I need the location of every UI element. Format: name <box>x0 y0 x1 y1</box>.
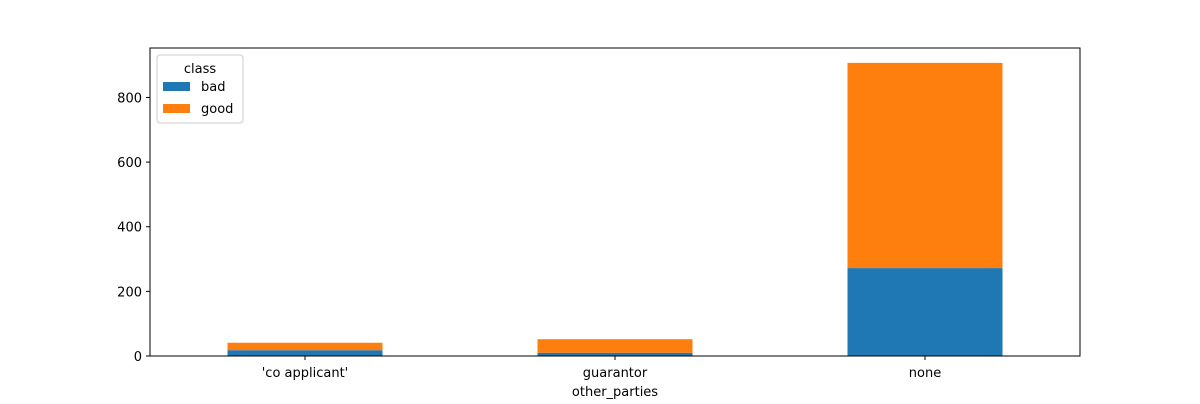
legend-swatch-good <box>163 104 190 113</box>
bar-bad-2 <box>847 268 1003 356</box>
x-axis: 'co applicant' guarantor none <box>262 356 941 381</box>
bar-good-1 <box>537 339 693 353</box>
legend-label-good: good <box>201 102 233 117</box>
y-tick-label-3: 600 <box>117 156 142 171</box>
legend-label-bad: bad <box>201 80 225 95</box>
y-tick-label-2: 400 <box>117 221 142 236</box>
bar-good-0 <box>227 342 383 351</box>
bar-bad-0 <box>227 350 383 356</box>
bar-good-2 <box>847 62 1003 269</box>
x-tick-label-1: guarantor <box>583 366 648 381</box>
bars-group <box>227 62 1003 356</box>
x-axis-label: other_parties <box>572 385 658 400</box>
plot-frame <box>149 47 1081 357</box>
legend: class bad good <box>156 54 244 124</box>
y-axis: 0 200 400 600 800 <box>117 91 150 365</box>
y-tick-label-1: 200 <box>117 285 142 300</box>
legend-title: class <box>184 62 216 77</box>
y-tick-label-0: 0 <box>134 350 142 365</box>
x-tick-label-0: 'co applicant' <box>262 366 349 381</box>
y-tick-label-4: 800 <box>117 91 142 106</box>
legend-swatch-bad <box>163 82 190 91</box>
x-tick-label-2: none <box>909 366 941 381</box>
bar-bad-1 <box>537 352 693 356</box>
